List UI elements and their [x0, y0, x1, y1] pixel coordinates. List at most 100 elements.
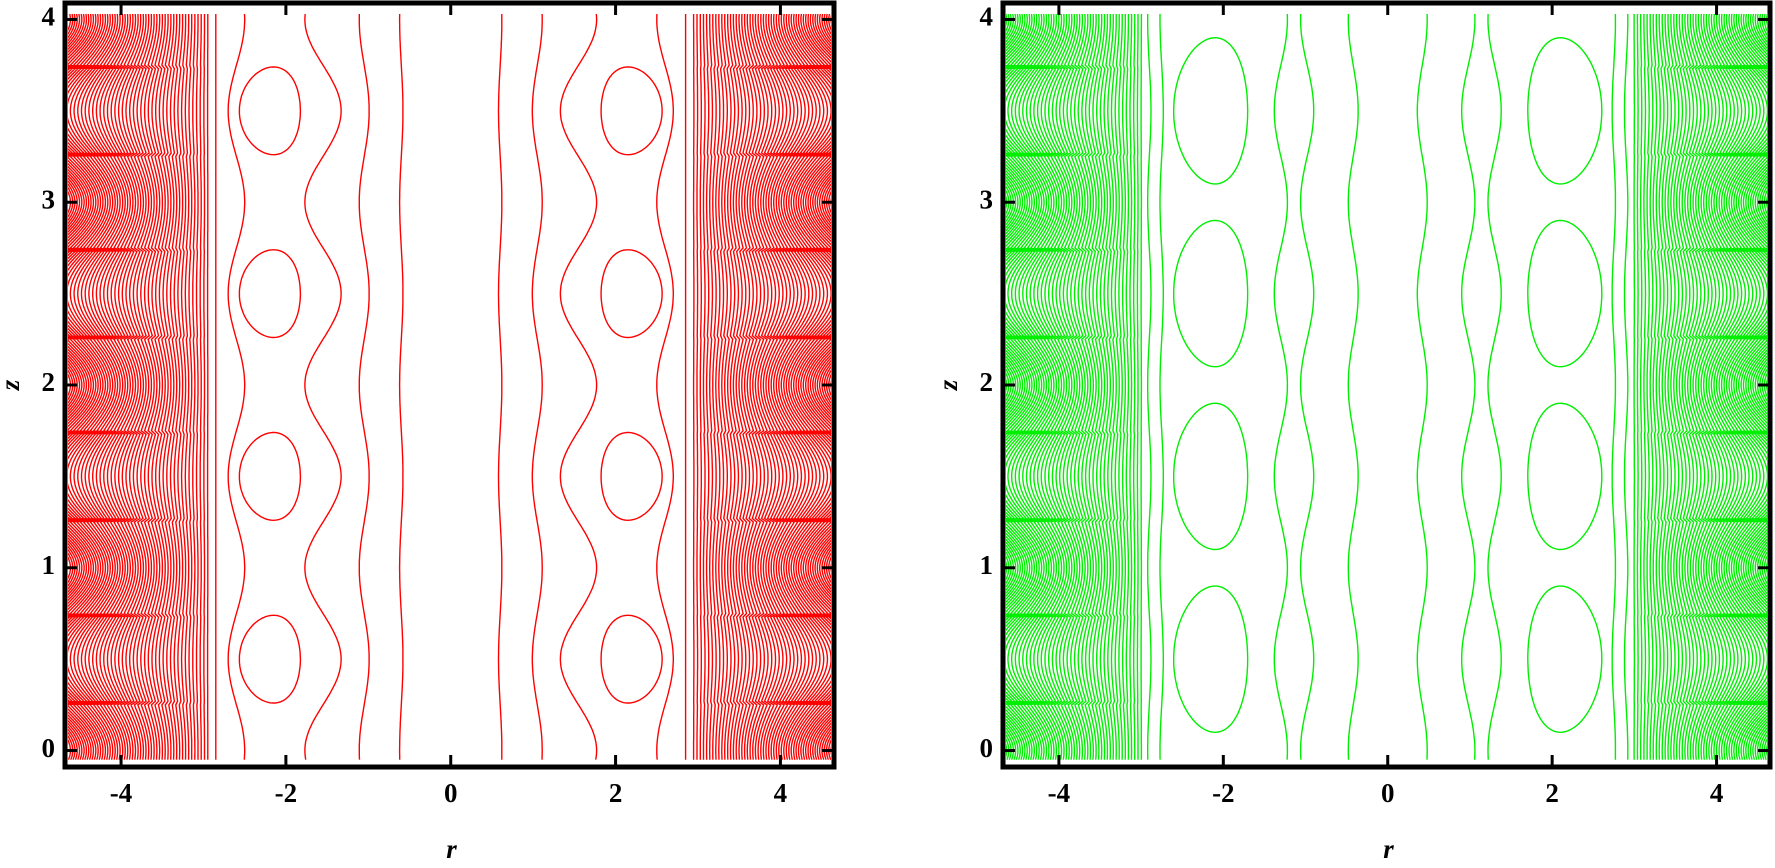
contour-line	[1011, 13, 1045, 760]
contour-line	[656, 13, 674, 760]
contour-loop	[1173, 402, 1249, 551]
contour-line	[1006, 13, 1019, 760]
contour-line	[828, 13, 831, 760]
contour-line	[1667, 13, 1676, 760]
contour-line	[180, 14, 187, 760]
contour-line	[773, 13, 799, 760]
contour-line	[785, 13, 817, 760]
contour-line	[767, 13, 791, 760]
contour-loop	[1173, 219, 1249, 368]
contour-line	[1051, 13, 1073, 760]
contour-line	[1747, 13, 1767, 760]
contour-line	[99, 13, 126, 760]
contour-line	[162, 14, 172, 760]
contour-line	[1006, 13, 1024, 760]
contour-line	[1081, 13, 1094, 760]
contour-line	[1708, 13, 1732, 760]
contour-loop	[600, 614, 663, 704]
contour-line	[199, 14, 202, 760]
contour-line	[1121, 14, 1126, 760]
contour-line	[358, 14, 370, 760]
contour-line	[788, 13, 821, 760]
contour-line	[765, 13, 788, 760]
contour-line	[68, 13, 90, 760]
contour-line	[68, 13, 97, 760]
contour-line	[705, 14, 710, 760]
contour-line	[1728, 13, 1761, 760]
x-axis-label: r	[1383, 834, 1394, 864]
contour-line	[531, 13, 543, 760]
contour-line	[1664, 13, 1672, 760]
contour-line	[721, 13, 728, 760]
contour-line	[68, 13, 102, 760]
contour-line	[1036, 13, 1063, 760]
contour-line	[106, 13, 131, 760]
contour-line	[147, 13, 161, 760]
contour-loop	[1527, 219, 1603, 368]
contour-line	[823, 13, 831, 760]
contour-line	[195, 14, 199, 760]
contour-line	[1103, 14, 1111, 760]
contour-line	[1661, 13, 1669, 760]
contour-line	[84, 13, 116, 760]
contour-line	[1487, 13, 1502, 760]
contour-line	[709, 13, 714, 760]
contour-line	[1066, 13, 1084, 760]
contour-plot	[68, 13, 831, 760]
contour-line	[749, 13, 765, 760]
contour-line	[1048, 13, 1070, 760]
contour-line	[68, 13, 83, 760]
contour-line	[752, 13, 769, 760]
contour-line	[1059, 13, 1078, 760]
contour-line	[1040, 13, 1065, 760]
contour-line	[1756, 13, 1767, 760]
contour-line	[741, 13, 754, 760]
contour-line	[1692, 13, 1709, 760]
contour-line	[151, 13, 164, 760]
contour-line	[800, 13, 831, 760]
contour-line	[802, 13, 831, 760]
contour-line	[1675, 13, 1687, 760]
contour-line	[184, 13, 190, 760]
contour-line	[68, 13, 74, 760]
contour-line	[1703, 13, 1724, 760]
contour-line	[696, 14, 699, 760]
contour-line	[95, 13, 124, 760]
y-tick-label: 0	[42, 733, 56, 763]
contour-line	[1006, 13, 1031, 760]
contour-line	[1129, 13, 1133, 760]
contour-line	[1006, 13, 1008, 758]
contour-line	[1007, 13, 1043, 760]
contour-line	[68, 13, 99, 760]
contour-line	[1733, 13, 1767, 760]
contour-line	[1652, 13, 1658, 760]
contour-line	[775, 13, 803, 760]
contour-line	[1099, 14, 1109, 760]
contour-line	[1678, 13, 1691, 760]
contour-line	[73, 13, 109, 760]
y-tick-label: 4	[42, 2, 56, 32]
contour-line	[718, 13, 725, 760]
contour-line	[1611, 14, 1617, 760]
y-tick-label: 0	[980, 733, 994, 763]
contour-loop	[600, 431, 663, 522]
contour-line	[88, 13, 119, 760]
y-tick-label: 3	[42, 184, 56, 214]
contour-line	[80, 13, 114, 760]
contour-line	[805, 13, 831, 760]
contour-line	[143, 13, 158, 760]
contour-line	[1022, 13, 1053, 760]
contour-line	[166, 13, 175, 760]
contour-line	[1084, 13, 1097, 760]
contour-line	[778, 13, 806, 760]
contour-line	[760, 13, 780, 760]
contour-line	[68, 13, 92, 760]
contour-line	[1725, 13, 1758, 760]
contour-line	[790, 13, 825, 760]
contour-line	[757, 13, 777, 760]
contour-line	[1347, 13, 1359, 760]
contour-line	[68, 13, 78, 760]
contour-line	[795, 13, 831, 760]
contour-loop	[600, 66, 663, 156]
contour-line	[1077, 13, 1092, 760]
